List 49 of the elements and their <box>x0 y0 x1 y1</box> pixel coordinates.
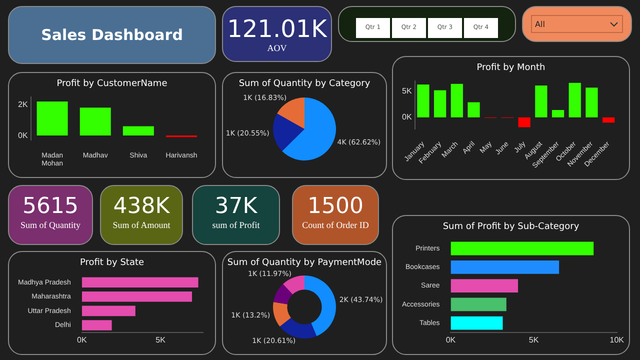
bar <box>518 117 530 128</box>
x-tick-label: 0K <box>77 335 88 344</box>
text: 5615 <box>22 194 80 220</box>
bar <box>82 292 192 302</box>
text: Sum of Quantity <box>20 220 82 230</box>
x-tick-label: 5K <box>156 335 166 344</box>
text: Count of Order ID <box>301 220 370 230</box>
bar <box>586 88 598 118</box>
text: 1500 <box>306 194 364 220</box>
y-tick-label: 0K <box>402 112 412 122</box>
bar <box>468 102 480 118</box>
text: sum of Profit <box>211 220 261 230</box>
bar <box>568 82 581 118</box>
chart-title: Sum of Quantity by Category <box>238 79 372 89</box>
chart-title: Profit by State <box>78 258 146 268</box>
bar <box>450 279 518 293</box>
bar <box>417 84 430 118</box>
text: 438K <box>112 194 171 220</box>
chart-title: Sum of Quantity by PaymentMode <box>226 258 383 268</box>
bar <box>450 298 506 312</box>
bar <box>552 110 564 118</box>
x-tick-label: 5K <box>528 335 540 344</box>
text: Sum of Amount <box>112 220 172 230</box>
x-tick-label: 10K <box>610 335 625 344</box>
y-tick-label: 5K <box>402 86 412 96</box>
chart-title: Profit by Month <box>476 63 546 73</box>
chart-title: Profit by CustomerName <box>56 79 168 89</box>
text: 37K <box>214 194 258 220</box>
text: Sales Dashboard <box>9 7 215 63</box>
bar <box>434 90 446 118</box>
bar <box>36 101 68 136</box>
bar <box>82 277 198 288</box>
chart-title: Sum of Profit by Sub-Category <box>442 222 580 232</box>
bar <box>450 242 594 256</box>
text: All <box>535 20 545 29</box>
y-tick-label: 2K <box>18 100 28 109</box>
bar <box>450 316 503 330</box>
bar <box>450 84 463 118</box>
bar <box>602 117 615 123</box>
text: AOV <box>266 43 288 53</box>
bar <box>82 320 112 330</box>
x-tick-label: 0K <box>446 335 456 344</box>
y-tick-label: 0K <box>18 130 28 140</box>
bar <box>82 306 136 316</box>
text: 121.01K <box>226 15 328 43</box>
bar <box>122 126 154 136</box>
bar <box>535 86 548 118</box>
bar <box>450 260 560 274</box>
bar <box>80 108 111 136</box>
